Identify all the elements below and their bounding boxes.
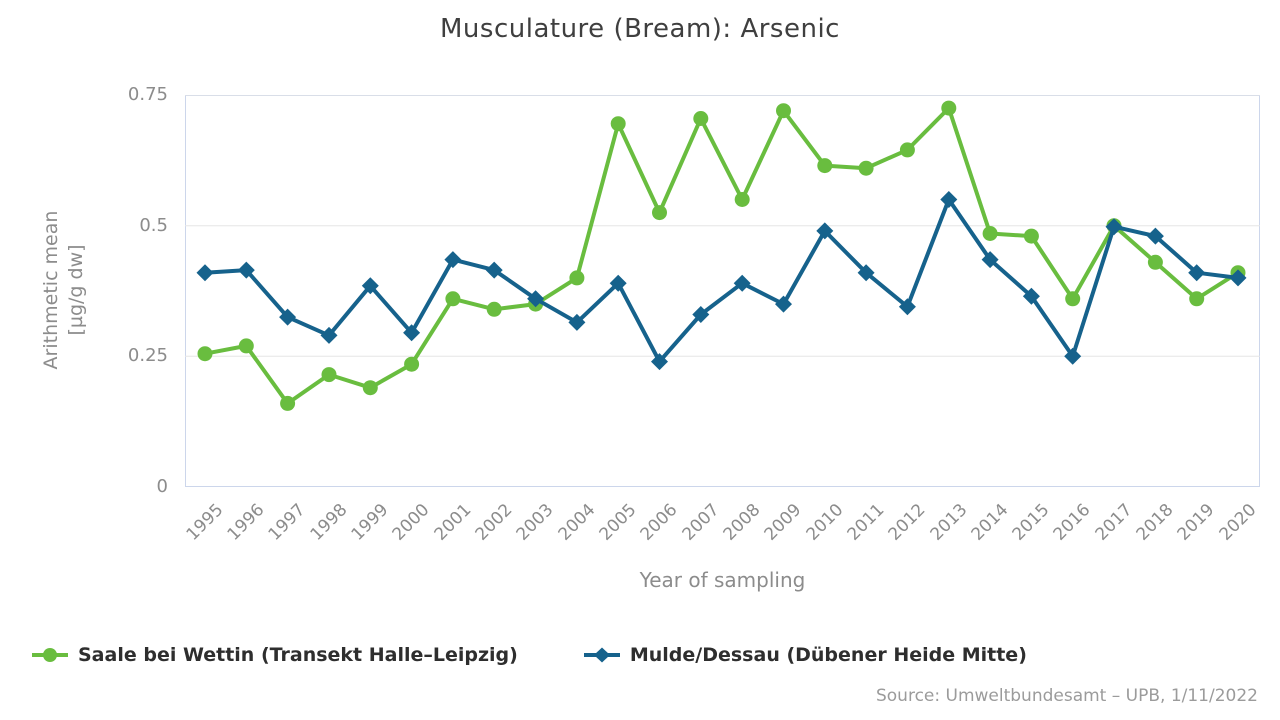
data-point-mulde-2001[interactable] <box>444 251 462 269</box>
legend-marker-mulde-icon <box>583 647 620 663</box>
x-tick-label: 1998 <box>306 500 352 545</box>
data-point-mulde-2000[interactable] <box>403 324 421 342</box>
x-tick-label: 2006 <box>636 500 682 545</box>
y-axis-label: Arithmetic mean [µg/g dw] <box>39 165 91 415</box>
x-tick-label: 1995 <box>182 500 228 545</box>
x-tick-label: 2001 <box>430 500 476 545</box>
legend-item-saale[interactable]: Saale bei Wettin (Transekt Halle–Leipzig… <box>30 644 518 666</box>
data-point-saale-2010[interactable] <box>817 158 833 174</box>
y-tick-label: 0.75 <box>127 84 168 105</box>
data-point-saale-2004[interactable] <box>569 270 585 286</box>
data-point-mulde-2012[interactable] <box>898 298 916 316</box>
x-tick-label: 2011 <box>843 500 889 545</box>
y-axis-label-line1: Arithmetic mean <box>40 210 62 370</box>
y-tick-label: 0.5 <box>139 214 168 236</box>
data-point-mulde-2020[interactable] <box>1229 269 1247 287</box>
data-point-saale-1998[interactable] <box>321 367 337 383</box>
y-tick-label: 0.25 <box>127 345 168 367</box>
y-tick-label: 0 <box>156 476 168 497</box>
data-point-saale-2007[interactable] <box>693 111 709 126</box>
x-tick-label: 2007 <box>678 500 723 545</box>
data-point-mulde-2011[interactable] <box>857 264 875 282</box>
data-point-saale-1996[interactable] <box>238 338 254 354</box>
x-tick-label: 1996 <box>223 500 269 545</box>
data-point-mulde-2008[interactable] <box>733 274 751 292</box>
data-point-saale-2001[interactable] <box>445 291 461 307</box>
series-line-saale <box>203 106 1240 406</box>
x-tick-label: 2015 <box>1008 500 1054 545</box>
x-tick-label: 2003 <box>512 500 558 545</box>
data-point-saale-1999[interactable] <box>362 380 378 396</box>
legend-label-mulde: Mulde/Dessau (Dübener Heide Mitte) <box>629 644 1027 666</box>
data-point-mulde-2009[interactable] <box>775 295 792 313</box>
chart-title: Musculature (Bream): Arsenic <box>440 14 840 44</box>
data-point-mulde-1998[interactable] <box>320 326 338 344</box>
legend: Saale bei Wettin (Transekt Halle–Leipzig… <box>30 644 1250 666</box>
data-point-mulde-2010[interactable] <box>816 222 834 240</box>
x-tick-label: 2020 <box>1215 500 1261 545</box>
data-point-mulde-2003[interactable] <box>527 290 545 308</box>
x-tick-label: 2002 <box>471 500 517 545</box>
x-tick-label: 2004 <box>554 500 600 545</box>
data-point-mulde-2004[interactable] <box>568 313 586 331</box>
data-point-mulde-1996[interactable] <box>237 261 255 279</box>
source-note: Source: Umweltbundesamt – UPB, 1/11/2022 <box>875 686 1258 706</box>
x-tick-label: 2019 <box>1174 500 1219 545</box>
data-point-mulde-2006[interactable] <box>651 353 668 371</box>
data-point-mulde-2015[interactable] <box>1022 287 1040 305</box>
x-tick-label: 2014 <box>967 500 1013 545</box>
x-tick-label: 2000 <box>389 500 434 545</box>
data-point-saale-2018[interactable] <box>1147 254 1163 270</box>
y-axis-label-line2: [µg/g dw] <box>65 244 87 336</box>
data-point-saale-1995[interactable] <box>197 346 213 362</box>
x-tick-label: 2018 <box>1132 500 1178 545</box>
data-point-saale-2000[interactable] <box>404 356 420 372</box>
x-tick-label: 2005 <box>595 500 641 545</box>
legend-label-saale: Saale bei Wettin (Transekt Halle–Leipzig… <box>78 644 518 666</box>
data-point-saale-2002[interactable] <box>486 301 502 317</box>
x-tick-label: 2012 <box>884 500 930 545</box>
plot-area <box>185 95 1260 487</box>
data-point-mulde-2013[interactable] <box>940 191 958 208</box>
x-tick-label: 1999 <box>347 500 393 545</box>
series-line-mulde <box>203 197 1240 364</box>
data-point-saale-2014[interactable] <box>982 226 998 241</box>
data-point-saale-2009[interactable] <box>776 103 791 119</box>
data-point-saale-2016[interactable] <box>1065 291 1081 307</box>
legend-item-mulde[interactable]: Mulde/Dessau (Dübener Heide Mitte) <box>582 644 1027 666</box>
data-point-mulde-2019[interactable] <box>1188 264 1206 282</box>
x-tick-label: 2013 <box>926 500 971 545</box>
data-point-saale-1997[interactable] <box>280 395 296 411</box>
x-tick-label: 1997 <box>265 500 310 545</box>
data-point-mulde-2018[interactable] <box>1146 227 1164 245</box>
data-point-mulde-2002[interactable] <box>485 261 503 279</box>
data-point-mulde-2014[interactable] <box>981 251 999 269</box>
data-point-saale-2015[interactable] <box>1023 228 1039 244</box>
x-tick-label: 2010 <box>802 500 847 545</box>
data-point-mulde-2017[interactable] <box>1105 218 1123 236</box>
x-tick-label: 2016 <box>1050 500 1095 545</box>
data-point-saale-2006[interactable] <box>652 205 667 221</box>
data-point-saale-2008[interactable] <box>734 192 750 207</box>
data-point-mulde-1997[interactable] <box>279 308 297 326</box>
x-axis-title: Year of sampling <box>639 568 806 592</box>
data-point-saale-2011[interactable] <box>858 160 874 176</box>
data-point-mulde-1995[interactable] <box>196 264 214 282</box>
data-point-saale-2005[interactable] <box>610 116 626 132</box>
x-tick-label: 2009 <box>760 500 806 545</box>
data-point-mulde-2007[interactable] <box>692 306 710 323</box>
x-tick-label: 2017 <box>1091 500 1137 545</box>
x-tick-label: 2008 <box>719 500 765 545</box>
data-point-mulde-2016[interactable] <box>1064 347 1082 365</box>
data-point-mulde-2005[interactable] <box>609 274 627 292</box>
data-point-saale-2013[interactable] <box>941 100 957 116</box>
data-point-saale-2019[interactable] <box>1189 291 1205 307</box>
data-point-saale-2012[interactable] <box>899 142 915 158</box>
data-point-mulde-1999[interactable] <box>361 277 379 295</box>
plot-border <box>185 95 1260 487</box>
legend-marker-saale-icon <box>32 648 68 662</box>
